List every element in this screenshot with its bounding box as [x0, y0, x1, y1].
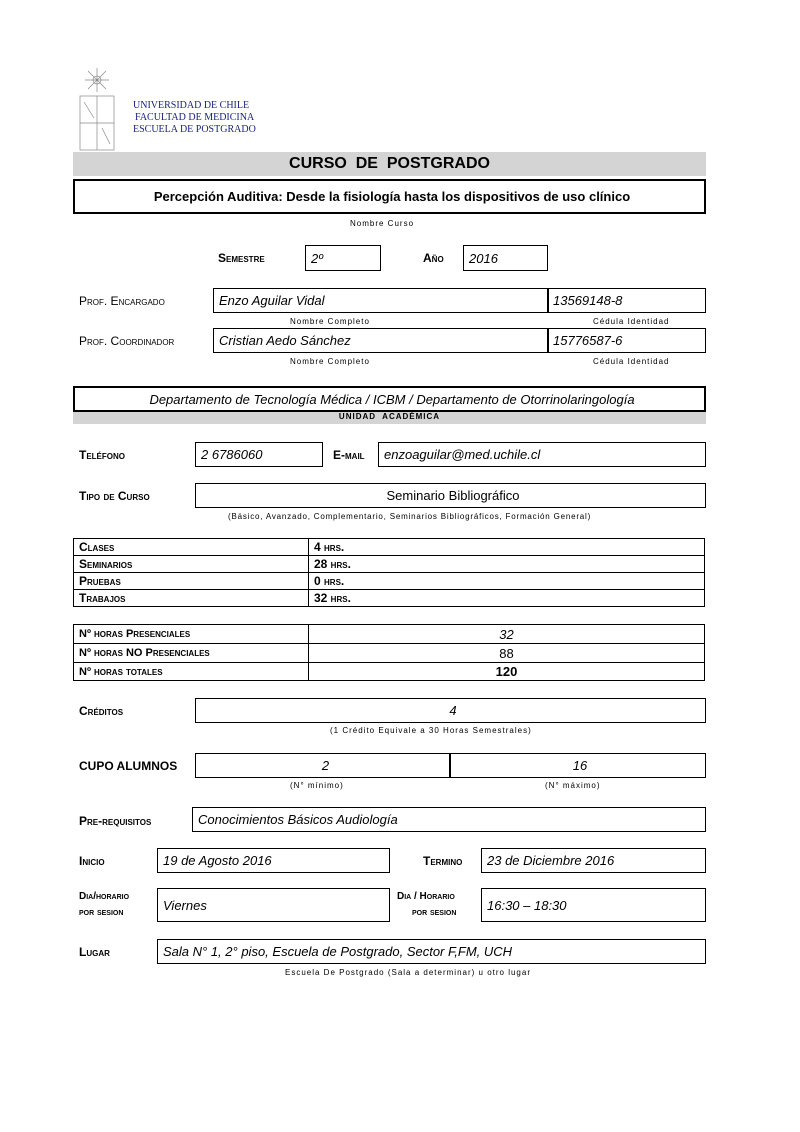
email-field: enzoaguilar@med.uchile.cl: [378, 442, 706, 467]
hours-value: 32 hrs.: [308, 589, 705, 607]
prof-encargado-id: 13569148-8: [547, 288, 706, 313]
end-field: 23 de Diciembre 2016: [481, 848, 706, 873]
hours-label: Seminarios: [73, 555, 309, 573]
time-label-2: por sesion: [412, 907, 457, 918]
hours-value: 4 hrs.: [308, 538, 705, 556]
prof-encargado-name: Enzo Aguilar Vidal: [213, 288, 549, 313]
totals-value: 32: [308, 624, 705, 644]
university-name: UNIVERSIDAD DE CHILE: [133, 100, 250, 111]
day-field: Viernes: [157, 888, 390, 922]
hours-label: Pruebas: [73, 572, 309, 590]
year-label: Año: [423, 251, 444, 265]
day-label: Dia/horario: [79, 891, 130, 902]
full-name-caption: Nombre Completo: [290, 357, 370, 366]
table-row: Nº horas Presenciales 32: [73, 624, 705, 644]
course-type-caption: (Básico, Avanzado, Complementario, Semin…: [228, 512, 592, 521]
hours-value: 28 hrs.: [308, 555, 705, 573]
faculty-name: FACULTAD DE MEDICINA: [135, 112, 255, 123]
table-row: Seminarios 28 hrs.: [73, 555, 705, 573]
table-row: Pruebas 0 hrs.: [73, 572, 705, 590]
place-label: Lugar: [79, 945, 110, 959]
credits-field: 4: [195, 698, 706, 723]
totals-label: Nº horas totales: [73, 662, 309, 681]
year-field: 2016: [463, 245, 548, 271]
school-name: ESCUELA DE POSTGRADO: [133, 124, 256, 135]
place-caption: Escuela De Postgrado (Sala a determinar)…: [285, 968, 531, 977]
academic-unit: Departamento de Tecnología Médica / ICBM…: [73, 386, 706, 412]
place-field: Sala N° 1, 2° piso, Escuela de Postgrado…: [157, 939, 706, 964]
academic-unit-label: UNIDAD ACADÉMICA: [73, 412, 706, 424]
cupo-min-caption: (N° mínimo): [290, 781, 344, 790]
prereq-label: Pre-requisitos: [79, 814, 152, 828]
course-name: Percepción Auditiva: Desde la fisiología…: [73, 179, 706, 214]
hours-label: Clases: [73, 538, 309, 556]
totals-value: 120: [308, 662, 705, 681]
table-row: Nº horas totales 120: [73, 662, 705, 681]
course-name-caption: Nombre Curso: [350, 219, 415, 228]
hours-table: Clases 4 hrs. Seminarios 28 hrs. Pruebas 0 …: [73, 538, 705, 607]
start-label: Inicio: [79, 854, 105, 868]
hours-label: Trabajos: [73, 589, 309, 607]
totals-label: Nº horas Presenciales: [73, 624, 309, 644]
prof-coordinador-label: Prof. Coordinador: [79, 334, 175, 348]
semester-field: 2º: [305, 245, 381, 271]
full-name-caption: Nombre Completo: [290, 317, 370, 326]
id-caption: Cédula Identidad: [593, 317, 670, 326]
prof-coordinador-id: 15776587-6: [547, 328, 706, 353]
cupo-max-field: 16: [449, 753, 706, 778]
prof-coordinador-name: Cristian Aedo Sánchez: [213, 328, 549, 353]
cupo-min-field: 2: [195, 753, 451, 778]
end-label: Termino: [423, 854, 463, 868]
credits-label: Créditos: [79, 704, 124, 718]
table-row: Nº horas NO Presenciales 88: [73, 643, 705, 663]
credits-caption: (1 Crédito Equivale a 30 Horas Semestral…: [330, 726, 532, 735]
day-label-2: por sesion: [79, 907, 124, 918]
phone-label: Teléfono: [79, 448, 125, 462]
page-title: CURSO DE POSTGRADO: [73, 152, 706, 176]
course-type-label: Tipo de Curso: [79, 489, 150, 503]
email-label: E-mail: [333, 448, 365, 462]
id-caption: Cédula Identidad: [593, 357, 670, 366]
time-field: 16:30 – 18:30: [481, 888, 706, 922]
semester-label: Semestre: [218, 251, 265, 265]
table-row: Trabajos 32 hrs.: [73, 589, 705, 607]
cupo-label: CUPO ALUMNOS: [79, 759, 178, 773]
prof-encargado-label: Prof. Encargado: [79, 294, 165, 308]
prereq-field: Conocimientos Básicos Audiología: [192, 807, 706, 832]
totals-table: Nº horas Presenciales 32 Nº horas NO Pres…: [73, 624, 705, 681]
cupo-max-caption: (N° máximo): [545, 781, 601, 790]
course-type-field: Seminario Bibliográfico: [195, 483, 706, 508]
totals-label: Nº horas NO Presenciales: [73, 643, 309, 663]
time-label: Dia / Horario: [397, 891, 455, 902]
hours-value: 0 hrs.: [308, 572, 705, 590]
totals-value: 88: [308, 643, 705, 663]
university-logo: [79, 68, 115, 151]
phone-field: 2 6786060: [195, 442, 323, 467]
start-field: 19 de Agosto 2016: [157, 848, 390, 873]
table-row: Clases 4 hrs.: [73, 538, 705, 556]
